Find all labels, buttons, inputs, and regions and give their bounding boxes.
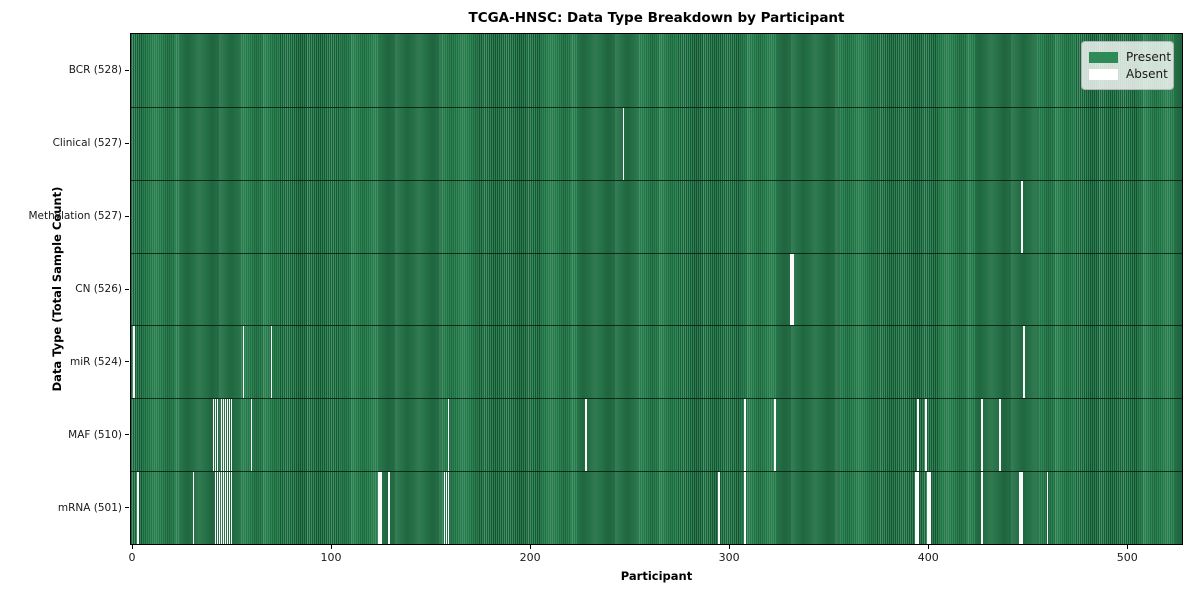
plot-area: BCR (528) Clinical (527) Methylation (527)… [28,33,1183,564]
absent-gap [228,399,231,472]
absent-gap [792,253,794,326]
y-tick-mark [125,434,129,436]
absent-gap [226,472,229,544]
absent-swatch-icon [1089,68,1118,80]
absent-gap [790,253,792,326]
absent-gap [1046,472,1049,544]
y-tick-mark [125,215,129,217]
legend: Present Absent [1081,41,1174,90]
x-tick-label: 200 [519,551,541,564]
absent-gap [230,399,233,472]
absent-gap [380,472,382,544]
absent-gap [585,399,587,472]
absent-gap [443,472,446,544]
y-tick-label: Methylation (527) [28,210,122,223]
x-tick-label: 500 [1116,551,1138,564]
absent-gap [220,399,223,472]
y-tick-mark [125,288,129,290]
x-tick-label: 300 [718,551,740,564]
absent-gap [216,399,219,472]
absent-gap [230,472,233,544]
y-tick-label: Clinical (527) [52,137,122,150]
row-mrna [131,471,1182,544]
x-tick-mark [530,545,532,549]
absent-gap [744,399,746,472]
x-tick-mark [331,545,333,549]
present-swatch-icon [1089,51,1118,63]
row-cn [131,252,1182,326]
legend-item-present: Present [1089,49,1171,65]
absent-gap [1020,472,1023,544]
absent-gap [447,472,450,544]
row-clinical [131,106,1182,180]
absent-gap [925,399,927,472]
x-axis-label: Participant [620,569,693,583]
x-tick-label: 100 [320,551,342,564]
absent-gap [137,472,139,544]
absent-gap [216,472,219,544]
absent-gap [270,326,273,399]
absent-gap [133,326,135,399]
absent-gap [222,472,225,544]
absent-gap [929,472,931,544]
x-tick-label: 0 [128,551,136,564]
absent-gap [447,399,450,472]
y-tick-label: CN (526) [75,283,122,295]
absent-gap [250,399,253,472]
absent-gap [744,472,746,544]
absent-gap [224,399,227,472]
absent-gap [774,399,776,472]
legend-item-absent: Absent [1089,66,1168,82]
row-mir [131,325,1182,399]
absent-gap [226,399,229,472]
y-tick-label: MAF (510) [68,428,122,441]
absent-gap [214,472,217,544]
absent-gap [622,107,625,180]
absent-gap [192,472,195,544]
absent-gap [718,472,720,544]
x-tick-mark [729,545,731,549]
absent-gap [1022,326,1025,399]
absent-gap [228,472,231,544]
x-tick-mark [131,545,133,549]
absent-gap [1018,472,1021,544]
x-tick-label: 400 [917,551,939,564]
absent-gap [1020,180,1023,253]
row-methylation [131,179,1182,253]
absent-gap [915,472,918,544]
absent-gap [218,472,221,544]
absent-gap [981,472,983,544]
chart-title: TCGA-HNSC: Data Type Breakdown by Partic… [468,10,845,26]
y-tick-mark [125,69,129,71]
absent-gap [917,472,920,544]
y-tick-label: BCR (528) [68,64,122,77]
absent-gap [387,472,390,544]
absent-gap [222,399,225,472]
y-tick-label: mRNA (501) [57,501,122,514]
row-maf [131,398,1182,472]
legend-label-absent: Absent [1126,67,1168,81]
y-tick-mark [125,507,129,509]
absent-gap [242,326,245,399]
y-tick-mark [125,142,129,144]
absent-gap [981,399,983,472]
y-tick-label: miR (524) [69,355,122,368]
absent-gap [214,399,217,472]
x-tick-mark [1127,545,1129,549]
x-tick-mark [928,545,930,549]
absent-gap [220,472,223,544]
absent-gap [445,472,448,544]
y-tick-mark [125,361,129,363]
absent-gap [927,472,929,544]
absent-gap [224,472,227,544]
absent-gap [212,399,215,472]
absent-gap [917,399,920,472]
absent-gap [999,399,1001,472]
absent-gap [378,472,380,544]
row-bcr [131,34,1182,107]
legend-label-present: Present [1126,50,1172,64]
